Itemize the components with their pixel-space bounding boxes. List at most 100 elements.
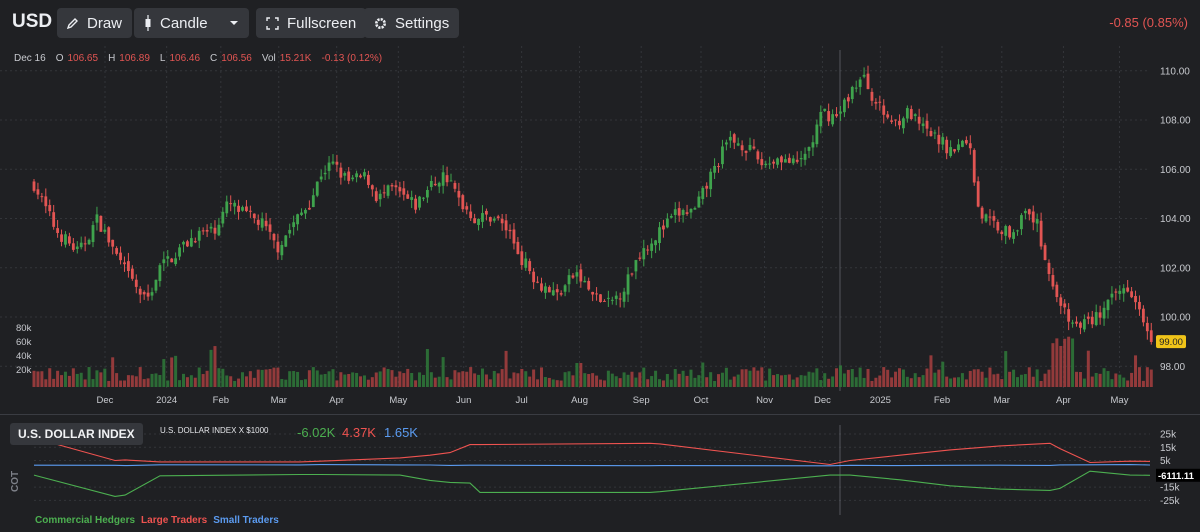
ohlc-close: 106.56	[221, 53, 252, 64]
volume-bar	[347, 374, 351, 387]
volume-bar	[901, 369, 905, 387]
candle-body	[843, 99, 846, 113]
candle-body	[189, 238, 193, 247]
candle-body	[410, 197, 414, 200]
candle-body	[835, 114, 838, 117]
time-axis-label: Feb	[213, 395, 229, 406]
price-change: -0.85 (0.85%)	[1109, 15, 1188, 30]
volume-bar	[229, 376, 233, 387]
ohlc-high-label: H	[108, 53, 116, 64]
volume-bar	[791, 379, 795, 387]
candle-body	[1134, 295, 1137, 303]
ohlc-date: Dec 16	[14, 53, 46, 64]
volume-bar	[241, 372, 245, 387]
time-axis-label: Apr	[1056, 395, 1071, 406]
price-axis-label: 110.00	[1160, 66, 1190, 77]
volume-bar	[268, 368, 272, 387]
candle-body	[276, 241, 280, 253]
candle-body	[972, 150, 976, 183]
time-axis-label: Nov	[756, 395, 773, 406]
candle-body	[776, 158, 779, 165]
volume-bar	[1137, 367, 1141, 387]
candle-body	[252, 213, 256, 219]
volume-bar	[717, 374, 721, 387]
price-chart[interactable]: 110.00 108.00 106.00 104.00 102.00 100.00 98.0…	[0, 46, 1200, 412]
volume-bar	[284, 379, 288, 387]
volume-bar	[512, 372, 516, 387]
candle-body	[52, 212, 56, 227]
candle-body	[445, 175, 449, 183]
volume-bar	[209, 349, 213, 387]
candle-body	[913, 114, 917, 117]
chart-type-dropdown[interactable]: Candle	[134, 8, 249, 38]
volume-bar	[280, 379, 284, 387]
pane-divider[interactable]	[0, 414, 1200, 415]
volume-bar	[567, 371, 571, 387]
candle-body	[787, 157, 791, 163]
volume-bar	[150, 373, 154, 387]
candle-body	[241, 207, 244, 211]
volume-bar	[1004, 351, 1008, 387]
cot-indicator-title[interactable]: U.S. DOLLAR INDEX	[10, 423, 143, 445]
volume-bar	[752, 367, 756, 387]
candle-body	[756, 151, 760, 160]
fullscreen-button[interactable]: Fullscreen	[256, 8, 367, 38]
fullscreen-label: Fullscreen	[287, 14, 357, 32]
candle-body	[591, 291, 595, 295]
volume-bar	[1047, 369, 1051, 387]
candle-body	[886, 114, 890, 118]
candle-body	[1090, 316, 1094, 325]
volume-bar	[445, 377, 449, 387]
candle-body	[390, 185, 394, 187]
symbol-label[interactable]: USD	[12, 11, 53, 32]
candle-body	[760, 159, 764, 166]
volume-bar	[760, 367, 764, 387]
candle-body	[870, 91, 874, 101]
volume-bar	[154, 373, 158, 387]
candle-body	[858, 79, 862, 88]
candle-body	[520, 251, 524, 266]
candle-body	[634, 260, 638, 272]
price-axis-label: 108.00	[1160, 116, 1191, 127]
volume-bar	[170, 357, 174, 387]
cot-chart[interactable]: 25k 15k 5k -15k -25k -6111.11	[0, 415, 1200, 515]
candle-body	[603, 300, 606, 302]
volume-bar	[339, 372, 343, 387]
volume-bar	[71, 368, 75, 387]
legend-small[interactable]: Small Traders	[213, 515, 279, 526]
candle-body	[1071, 322, 1074, 324]
candle-body	[1149, 330, 1153, 342]
volume-bar	[1043, 373, 1047, 387]
volume-bar	[83, 379, 87, 387]
volume-bar	[63, 371, 67, 387]
volume-bar	[1016, 377, 1020, 387]
volume-bar	[1012, 369, 1016, 387]
candle-body	[662, 225, 665, 230]
volume-bar	[953, 377, 957, 387]
candle-body	[406, 194, 410, 199]
candle-body	[1051, 275, 1055, 287]
legend-commercial[interactable]: Commercial Hedgers	[35, 515, 136, 526]
draw-button[interactable]: Draw	[57, 8, 133, 38]
cot-axis-label: 5k	[1160, 456, 1172, 467]
volume-bar	[99, 372, 103, 387]
candle-body	[1008, 226, 1012, 238]
volume-bar	[461, 371, 465, 387]
candle-body	[638, 257, 642, 259]
volume-bar	[563, 372, 567, 387]
legend-large[interactable]: Large Traders	[141, 515, 208, 526]
candle-body	[1126, 287, 1130, 292]
volume-bar	[850, 368, 854, 387]
price-axis-label: 100.00	[1160, 313, 1191, 324]
candle-body	[402, 188, 406, 195]
settings-button[interactable]: Settings	[364, 8, 460, 38]
volume-bar	[484, 374, 488, 387]
candle-body	[75, 246, 79, 250]
candle-body	[83, 243, 87, 245]
volume-bar	[874, 377, 878, 387]
ohlc-change: -0.13 (0.12%)	[321, 53, 383, 64]
volume-bar	[677, 373, 681, 387]
volume-bar	[799, 375, 803, 387]
candle-body	[532, 271, 536, 283]
commercial-current-value: -6.02K	[297, 425, 336, 440]
